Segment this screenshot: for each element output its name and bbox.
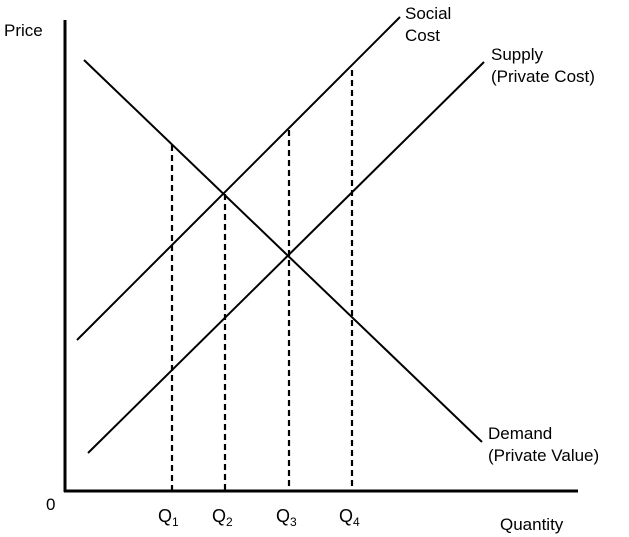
supply-label-line1: Supply [491, 45, 543, 64]
social-cost-curve [76, 16, 401, 341]
social-cost-label-line1: Social [405, 4, 451, 23]
q4-label: Q4 [339, 506, 360, 529]
supply-label-line2: (Private Cost) [491, 67, 595, 86]
demand-label-line1: Demand [488, 424, 552, 443]
q1-label: Q1 [158, 506, 179, 529]
y-axis-label: Price [4, 21, 43, 40]
supply-curve [87, 61, 485, 454]
q3-label: Q3 [276, 506, 297, 529]
demand-label-line2: (Private Value) [488, 446, 599, 465]
social-cost-label-line2: Cost [405, 26, 440, 45]
q2-label: Q2 [212, 506, 233, 529]
x-axis-label: Quantity [500, 515, 564, 534]
origin-label: 0 [46, 495, 55, 514]
demand-curve [83, 59, 483, 443]
